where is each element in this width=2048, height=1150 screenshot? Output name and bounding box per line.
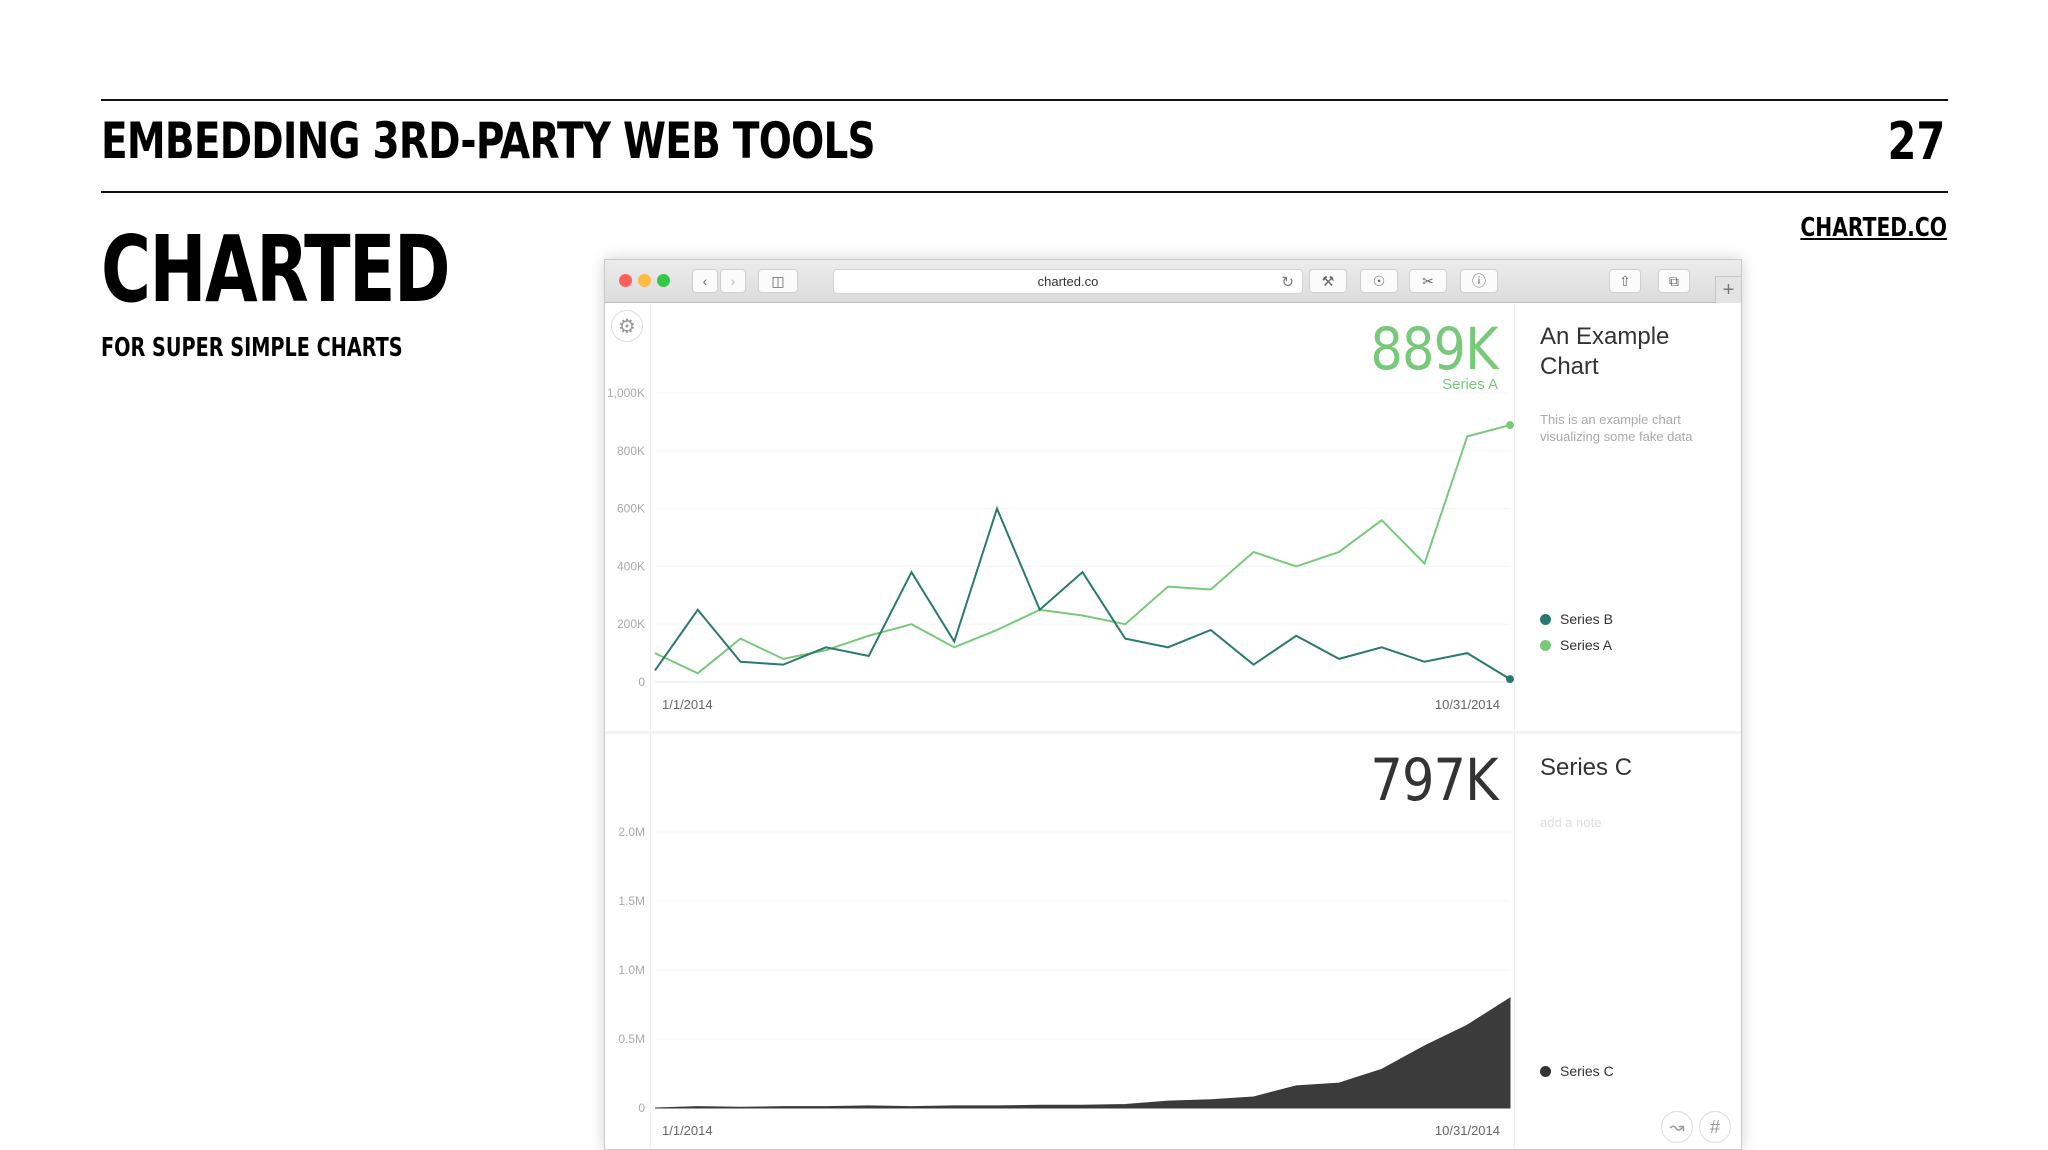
y-tick-label: 0	[638, 1101, 645, 1115]
chart-separator	[605, 731, 1741, 734]
page-content: ⚙ 0 200K 400K 600K 800K 1,000K 1/1/2014 10/31/2…	[605, 303, 1741, 1149]
hash-icon[interactable]: #	[1699, 1111, 1731, 1143]
y-tick-label: 0	[638, 675, 645, 689]
series-endpoint-series-a	[1506, 421, 1514, 430]
reload-icon[interactable]: ↻	[1281, 274, 1294, 291]
forward-button[interactable]: ›	[720, 269, 746, 293]
legend-dot-series-c	[1540, 1065, 1551, 1077]
y-tick-label: 2.0M	[618, 825, 645, 839]
top-rule	[101, 99, 1948, 101]
header-rule	[101, 191, 1948, 193]
chart-title[interactable]: An Example Chart	[1540, 323, 1670, 380]
top-big-series-label: Series A	[1442, 376, 1498, 393]
series-line-series-a	[654, 424, 1511, 675]
address-bar[interactable]: charted.co ↻	[833, 269, 1303, 294]
info-icon[interactable]: ⓘ	[1460, 269, 1498, 293]
series-endpoint-series-b	[1506, 675, 1514, 684]
zoom-window-button[interactable]	[657, 274, 670, 287]
legend-label-series-b: Series B	[1560, 611, 1613, 627]
x-tick-label: 10/31/2014	[1435, 1123, 1500, 1138]
y-tick-label: 400K	[617, 559, 645, 573]
close-window-button[interactable]	[619, 274, 632, 287]
top-big-value: 889K	[1370, 315, 1499, 383]
section-heading: CHARTED	[101, 216, 451, 323]
password-icon[interactable]: ☉	[1360, 269, 1398, 293]
x-tick-label: 10/31/2014	[1435, 697, 1500, 712]
section-subheading: FOR SUPER SIMPLE CHARTS	[101, 333, 403, 363]
bottom-big-value: 797K	[1370, 746, 1499, 814]
sidebar-toggle-button[interactable]: ◫	[758, 269, 798, 293]
series-area-series-c	[654, 997, 1511, 1109]
x-tick-label: 1/1/2014	[662, 697, 713, 712]
y-tick-label: 200K	[617, 617, 645, 631]
y-tick-label: 1,000K	[607, 386, 645, 400]
sidebar-divider	[1514, 303, 1515, 1149]
legend-series-c: Series C	[1540, 1063, 1614, 1079]
new-tab-button[interactable]: +	[1715, 276, 1741, 303]
chart-top: 0 200K 400K 600K 800K 1,000K 1/1/2014 10/31/201…	[607, 386, 1514, 712]
share-icon[interactable]: ⇧	[1609, 269, 1641, 293]
y-tick-label: 1.0M	[618, 963, 645, 977]
back-button[interactable]: ‹	[692, 269, 718, 293]
y-tick-label: 600K	[617, 502, 645, 516]
slide-title: EMBEDDING 3RD-PARTY WEB TOOLS	[101, 112, 876, 170]
gear-icon[interactable]: ⚙	[611, 310, 643, 342]
slide-number: 27	[1887, 112, 1945, 172]
clip-icon[interactable]: ✂	[1409, 269, 1447, 293]
legend-label-series-c: Series C	[1560, 1063, 1614, 1079]
chart-description[interactable]: This is an example chart visualizing som…	[1540, 412, 1693, 444]
address-url: charted.co	[1037, 274, 1099, 289]
legend-dot-series-b	[1540, 613, 1551, 625]
charted-link[interactable]: CHARTED.CO	[1800, 213, 1947, 243]
legend-series-b: Series B	[1540, 611, 1613, 627]
browser-toolbar: ‹ › ◫ charted.co ↻ ⚒ ☉ ✂ ⓘ ⇧ ⧉ +	[605, 260, 1741, 303]
series-line-series-b	[654, 505, 1511, 680]
legend-label-series-a: Series A	[1560, 637, 1613, 653]
extension-tools-icon[interactable]: ⚒	[1309, 269, 1347, 293]
legend-dot-series-a	[1540, 639, 1551, 651]
y-tick-label: 0.5M	[618, 1032, 645, 1046]
legend-series-a: Series A	[1540, 637, 1612, 653]
add-note-field[interactable]: add a note	[1540, 815, 1602, 830]
chart-bottom: 0 0.5M 1.0M 1.5M 2.0M 1/1/2014 10/31/2014	[618, 825, 1511, 1138]
browser-window: ‹ › ◫ charted.co ↻ ⚒ ☉ ✂ ⓘ ⇧ ⧉ + ⚙ 0 200K…	[604, 259, 1742, 1150]
minimize-window-button[interactable]	[638, 274, 651, 287]
x-tick-label: 1/1/2014	[662, 1123, 713, 1138]
chart-type-toggle-icon[interactable]: ↝	[1661, 1111, 1693, 1143]
y-axis-strip	[605, 303, 651, 1149]
y-tick-label: 800K	[617, 444, 645, 458]
bottom-chart-title[interactable]: Series C	[1540, 754, 1633, 781]
tabs-overview-icon[interactable]: ⧉	[1658, 269, 1690, 293]
y-tick-label: 1.5M	[618, 894, 645, 908]
